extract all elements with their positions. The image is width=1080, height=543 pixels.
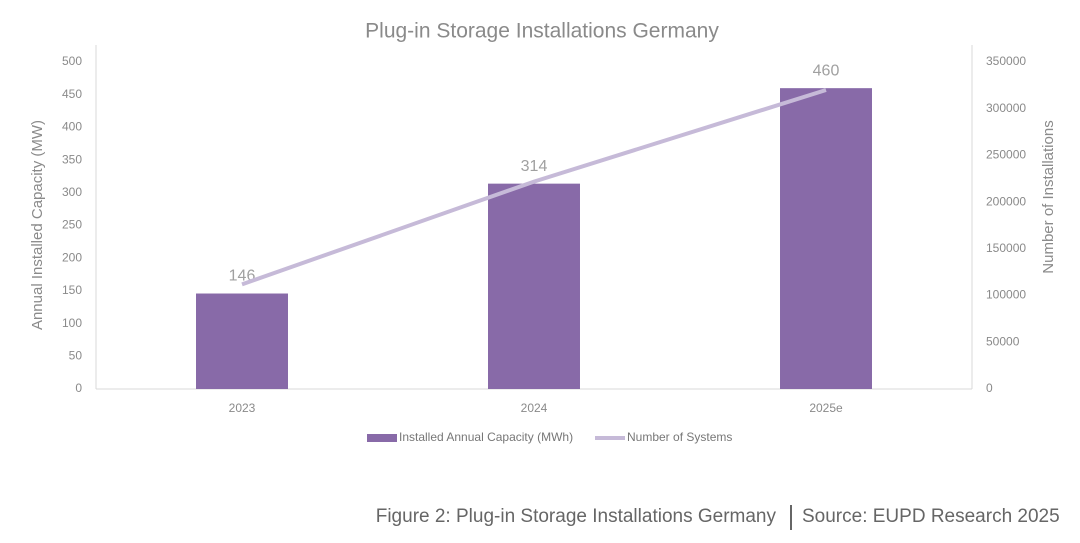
y-tick-label: 150	[62, 283, 82, 297]
y2-tick-label: 50000	[986, 334, 1020, 348]
y2-tick-label: 150000	[986, 241, 1026, 255]
y2-axis-title: Number of Installations	[1040, 120, 1057, 273]
y2-tick-label: 350000	[986, 54, 1026, 68]
x-tick-label: 2023	[229, 401, 256, 415]
chart-title: Plug-in Storage Installations Germany	[365, 20, 719, 43]
y-tick-label: 500	[62, 54, 82, 68]
y2-tick-label: 250000	[986, 148, 1026, 162]
y-tick-label: 50	[69, 348, 83, 362]
legend-label: Installed Annual Capacity (MWh)	[399, 430, 573, 444]
y2-tick-label: 200000	[986, 194, 1026, 208]
legend-swatch	[367, 434, 397, 442]
y2-tick-label: 100000	[986, 288, 1026, 302]
y-tick-label: 300	[62, 185, 82, 199]
y2-tick-label: 300000	[986, 101, 1026, 115]
line-series	[241, 88, 827, 287]
bar	[488, 183, 580, 389]
y2-tick-label: 0	[986, 381, 993, 395]
y-tick-label: 400	[62, 120, 82, 134]
x-tick-label: 2024	[521, 401, 548, 415]
figure-caption: Figure 2: Plug-in Storage Installations …	[376, 506, 777, 527]
y-tick-label: 0	[75, 381, 82, 395]
x-tick-label: 2025e	[809, 401, 843, 415]
y-tick-label: 450	[62, 87, 82, 101]
bar	[196, 293, 288, 389]
y-tick-label: 350	[62, 152, 82, 166]
y-tick-label: 100	[62, 316, 82, 330]
figure-source: Source: EUPD Research 2025	[802, 506, 1060, 527]
legend-label: Number of Systems	[627, 430, 732, 444]
data-label: 460	[813, 62, 840, 79]
y-tick-label: 200	[62, 250, 82, 264]
y-tick-label: 250	[62, 218, 82, 232]
bar	[780, 88, 872, 389]
y-axis-title: Annual Installed Capacity (MW)	[29, 120, 46, 330]
data-label: 314	[521, 158, 548, 175]
